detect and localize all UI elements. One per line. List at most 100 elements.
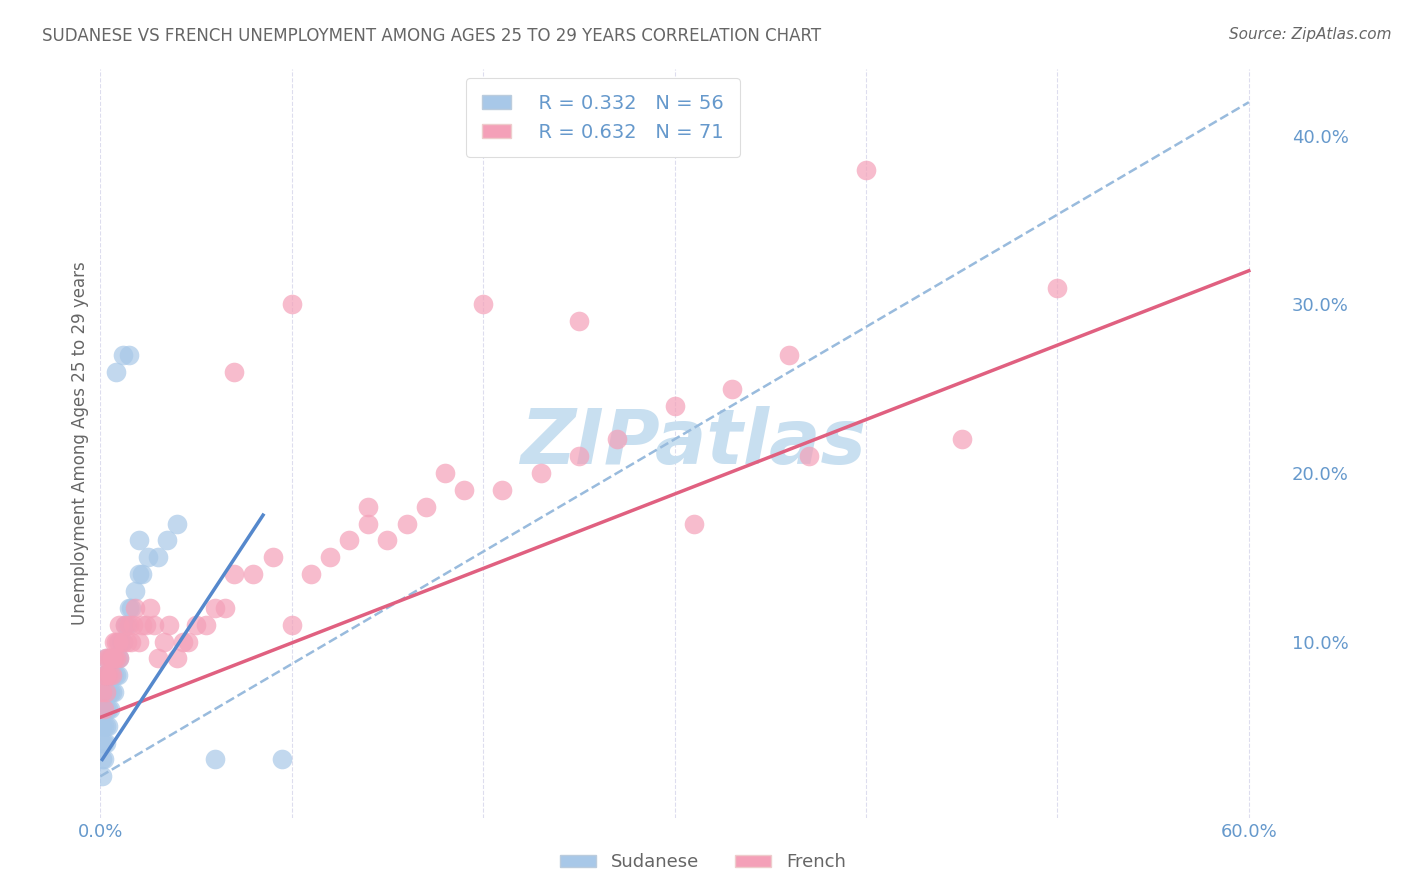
Point <box>108 634 131 648</box>
Point <box>94 668 117 682</box>
Y-axis label: Unemployment Among Ages 25 to 29 years: Unemployment Among Ages 25 to 29 years <box>72 261 89 625</box>
Point <box>146 651 169 665</box>
Point <box>94 668 117 682</box>
Point <box>415 500 437 514</box>
Point <box>108 651 131 665</box>
Point <box>97 651 120 665</box>
Point <box>112 348 135 362</box>
Point <box>101 668 124 682</box>
Point <box>93 719 115 733</box>
Point <box>104 651 127 665</box>
Point <box>568 449 591 463</box>
Point <box>104 365 127 379</box>
Point <box>98 668 121 682</box>
Point <box>281 617 304 632</box>
Text: SUDANESE VS FRENCH UNEMPLOYMENT AMONG AGES 25 TO 29 YEARS CORRELATION CHART: SUDANESE VS FRENCH UNEMPLOYMENT AMONG AG… <box>42 27 821 45</box>
Point <box>262 550 284 565</box>
Point <box>103 651 125 665</box>
Point <box>568 314 591 328</box>
Point <box>166 516 188 531</box>
Point <box>242 567 264 582</box>
Point <box>107 668 129 682</box>
Text: Source: ZipAtlas.com: Source: ZipAtlas.com <box>1229 27 1392 42</box>
Point <box>91 752 114 766</box>
Point <box>93 702 115 716</box>
Legend: Sudanese, French: Sudanese, French <box>553 847 853 879</box>
Point <box>453 483 475 497</box>
Point <box>337 533 360 548</box>
Point <box>778 348 800 362</box>
Point <box>184 617 207 632</box>
Point <box>94 736 117 750</box>
Point <box>93 702 115 716</box>
Point <box>682 516 704 531</box>
Point <box>319 550 342 565</box>
Point <box>177 634 200 648</box>
Point <box>281 297 304 311</box>
Point <box>135 617 157 632</box>
Point <box>128 634 150 648</box>
Point <box>950 432 973 446</box>
Legend:   R = 0.332   N = 56,   R = 0.632   N = 71: R = 0.332 N = 56, R = 0.632 N = 71 <box>467 78 740 157</box>
Point <box>112 634 135 648</box>
Point <box>104 634 127 648</box>
Point <box>156 533 179 548</box>
Point <box>110 634 132 648</box>
Point <box>194 617 217 632</box>
Point <box>139 600 162 615</box>
Point <box>101 668 124 682</box>
Point <box>93 668 115 682</box>
Point <box>115 617 138 632</box>
Point <box>97 685 120 699</box>
Point <box>114 617 136 632</box>
Point <box>855 162 877 177</box>
Point <box>93 752 115 766</box>
Point <box>107 651 129 665</box>
Point <box>395 516 418 531</box>
Point <box>103 668 125 682</box>
Point <box>103 651 125 665</box>
Point <box>101 651 124 665</box>
Point <box>299 567 322 582</box>
Point <box>103 685 125 699</box>
Point <box>112 634 135 648</box>
Point <box>97 719 120 733</box>
Point <box>124 583 146 598</box>
Point <box>146 550 169 565</box>
Point <box>120 600 142 615</box>
Point <box>1046 280 1069 294</box>
Point <box>124 600 146 615</box>
Point <box>98 651 121 665</box>
Point <box>491 483 513 497</box>
Point <box>91 685 114 699</box>
Point <box>136 550 159 565</box>
Point <box>94 702 117 716</box>
Point <box>224 365 246 379</box>
Point <box>128 567 150 582</box>
Point <box>98 668 121 682</box>
Point <box>166 651 188 665</box>
Point <box>101 685 124 699</box>
Point <box>98 702 121 716</box>
Text: ZIPatlas: ZIPatlas <box>520 407 866 481</box>
Point <box>101 651 124 665</box>
Point <box>115 634 138 648</box>
Point <box>103 634 125 648</box>
Point <box>98 651 121 665</box>
Point <box>529 466 551 480</box>
Point <box>93 685 115 699</box>
Point <box>357 500 380 514</box>
Point <box>104 668 127 682</box>
Point <box>104 651 127 665</box>
Point <box>93 736 115 750</box>
Point <box>131 567 153 582</box>
Point <box>357 516 380 531</box>
Point <box>142 617 165 632</box>
Point <box>204 600 226 615</box>
Point <box>271 752 294 766</box>
Point <box>94 651 117 665</box>
Point <box>91 769 114 783</box>
Point <box>131 617 153 632</box>
Point <box>98 685 121 699</box>
Point <box>472 297 495 311</box>
